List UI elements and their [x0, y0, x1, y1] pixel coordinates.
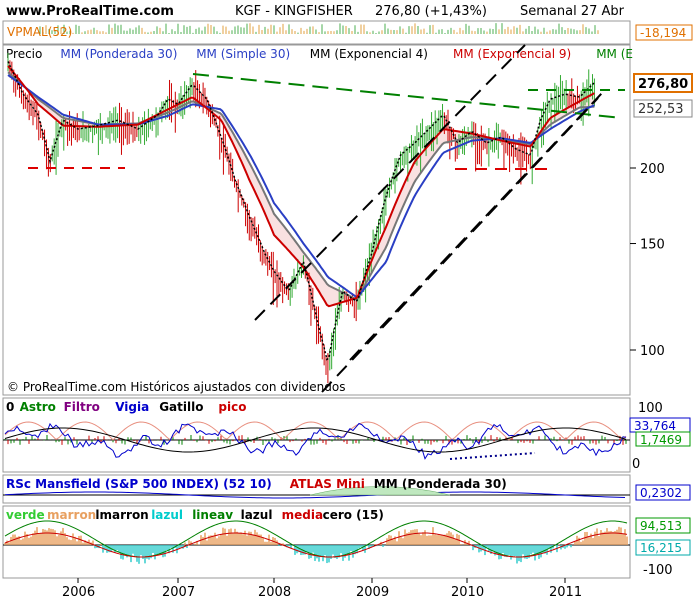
mansfield-marks [3, 486, 630, 499]
astro-legend-item: Gatillo [159, 400, 203, 414]
price-legend-item: Precio [6, 47, 42, 61]
lineav-media-line [4, 532, 628, 558]
lineav-value-box-1 [635, 517, 691, 534]
site-label: www.ProRealTime.com [6, 4, 174, 19]
x-tick-label: 2009 [356, 585, 389, 600]
lineav-legend-item: media [282, 508, 323, 522]
astro-value-label-2: 1,7469 [640, 433, 682, 447]
drawn-lines [28, 44, 625, 393]
lineav-tick-neg100: -100 [643, 563, 673, 578]
price-change-label: 276,80 (+1,43%) [375, 4, 487, 19]
y-tick-label: 150 [640, 238, 665, 253]
atlas-fill [309, 486, 451, 496]
lineav-value-label-1: 94,513 [640, 519, 682, 533]
vpmal-value-label: -18,194 [640, 26, 686, 40]
astro-marks [3, 421, 630, 460]
channel-upper [254, 44, 526, 321]
price-grid: 100 150 200 [630, 162, 665, 359]
mansfield-value-box [635, 484, 691, 501]
last-price-label: 276,80 [638, 77, 688, 92]
channel-mid [349, 91, 604, 361]
mansfield-panel [2, 474, 631, 504]
mansfield-legend: RSc Mansfield (S&P 500 INDEX) (52 10) ATL… [6, 477, 507, 491]
vpmal-value-box [635, 24, 693, 41]
mansfield-legend-item: MM (Ponderada 30) [374, 477, 507, 491]
watermark: © ProRealTime.com Históricos ajustados c… [7, 380, 345, 394]
series-ema4 [7, 61, 595, 361]
lineav-legend-item: verde [6, 508, 45, 522]
price-legend-item: MM (Ponderada 30) [60, 47, 177, 61]
price-legend-item: MM (E [596, 47, 633, 61]
astro-legend-item: Vigia [115, 400, 149, 414]
last-price-box [633, 73, 693, 93]
mansfield-legend-item: ATLAS Mini [290, 477, 365, 491]
vpmal-label: VPMAL(52) [7, 25, 72, 39]
astro-gatillo-line [4, 427, 627, 453]
astro-tick-100: 100 [638, 401, 663, 416]
mansfield-line [4, 491, 626, 499]
price-marks [7, 52, 595, 384]
astro-divergence-line [449, 452, 536, 460]
mansfield-value-label: 0,2302 [640, 486, 682, 500]
x-tick-label: 2010 [451, 585, 484, 600]
lineav-value-label-2: 16,215 [640, 541, 682, 555]
mansfield-legend-item: RSc Mansfield (S&P 500 INDEX) (52 10) [6, 477, 272, 491]
price-legend-item: MM (Simple 30) [196, 47, 290, 61]
lineav-legend-item: lmarron [95, 508, 148, 522]
astro-legend-item: Astro [20, 400, 56, 414]
y-tick-label: 100 [640, 344, 665, 359]
x-axis: 2006 2007 2008 2009 2010 2011 [62, 578, 582, 600]
lineav-panel [2, 505, 631, 579]
x-tick-label: 2011 [549, 585, 582, 600]
astro-tick-0: 0 [632, 457, 640, 472]
x-tick-label: 2008 [258, 585, 291, 600]
astro-legend-item: pico [218, 400, 246, 414]
lineav-legend-item: cero (15) [323, 508, 384, 522]
astro-legend-item: Filtro [64, 400, 100, 414]
astro-value-label-1: 33,764 [634, 419, 676, 433]
chart-title: KGF - KINGFISHER [235, 4, 353, 19]
lineav-legend: verde marron lmarron lazul lineav lazul media c… [6, 508, 384, 522]
x-tick-label: 2006 [62, 585, 95, 600]
astro-legend: 0 Astro Filtro Vigia Gatillo pico [6, 400, 246, 414]
lineav-value-box-2 [635, 539, 691, 556]
ma-value-box [633, 99, 693, 118]
price-legend-item: MM (Exponencial 9) [453, 47, 571, 61]
lineav-legend-item: lazul [241, 508, 273, 522]
ma-value-label: 252,53 [638, 102, 684, 117]
vpmal-bars [39, 23, 599, 34]
lineav-marks [3, 520, 630, 564]
lineav-legend-item: lineav [192, 508, 233, 522]
x-tick-label: 2007 [162, 585, 195, 600]
y-tick-label: 200 [640, 162, 665, 177]
lineav-legend-item: marron [47, 508, 96, 522]
ma-ribbon-fill [8, 65, 595, 307]
astro-legend-item: 0 [6, 400, 14, 414]
lineav-legend-item: lazul [151, 508, 183, 522]
astro-value-box-2 [635, 431, 691, 447]
period-label: Semanal 27 Abr [520, 4, 625, 19]
price-legend: Precio MM (Ponderada 30) MM (Simple 30) MM … [6, 47, 633, 61]
price-legend-item: MM (Exponencial 4) [310, 47, 428, 61]
